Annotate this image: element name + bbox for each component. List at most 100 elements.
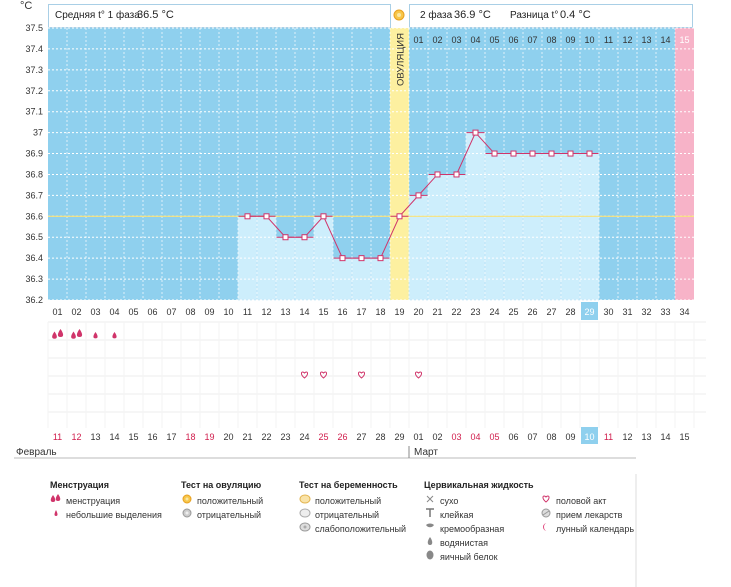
legend-group: Цервикальная жидкость сухо клейкая кремообр… <box>424 480 534 564</box>
calendar-day-label: 14 <box>660 432 670 442</box>
diff-label: Разница t° <box>510 10 559 21</box>
legend-item: кремообразная <box>424 522 534 536</box>
creamy-icon <box>424 522 436 534</box>
drop-small-icon <box>50 508 62 520</box>
cycle-day-label: 01 <box>52 307 62 317</box>
cycle-day-label: 21 <box>432 307 442 317</box>
phase2-day-label: 07 <box>527 35 537 45</box>
temperature-point <box>491 150 498 157</box>
cycle-day-label: 30 <box>603 307 613 317</box>
calendar-day-label: 18 <box>185 432 195 442</box>
cycle-day-label: 17 <box>356 307 366 317</box>
calendar-day-label: 04 <box>470 432 480 442</box>
area-bar <box>560 153 581 301</box>
phase2-day-label: 02 <box>432 35 442 45</box>
legend-item: небольшие выделения <box>50 508 162 522</box>
temperature-point <box>472 129 479 136</box>
month-march: Март <box>414 447 438 458</box>
calendar-day-label: 10 <box>584 432 594 442</box>
drop-pair-icon <box>50 494 62 506</box>
y-tick-label: 37.2 <box>25 86 43 96</box>
y-tick-label: 37.5 <box>25 23 43 33</box>
cycle-day-label: 13 <box>280 307 290 317</box>
ovulation-label: ОВУЛЯЦИЯ <box>396 33 407 86</box>
cycle-day-label: 18 <box>375 307 385 317</box>
phase2-day-label: 06 <box>508 35 518 45</box>
area-bar <box>541 153 562 301</box>
legend-item-label: яичный белок <box>440 552 498 562</box>
temperature-point <box>263 213 270 220</box>
cycle-day-label: 25 <box>508 307 518 317</box>
area-bar <box>579 153 600 301</box>
legend-item-label: водянистая <box>440 538 489 548</box>
legend-group-title: Тест на овуляцию <box>181 480 262 490</box>
temperature-point <box>396 213 403 220</box>
legend-group-title: Менструация <box>50 480 109 490</box>
cycle-day-label: 28 <box>565 307 575 317</box>
cycle-day-label: 03 <box>90 307 100 317</box>
calendar-day-label: 13 <box>90 432 100 442</box>
phase2-day-label: 14 <box>660 35 670 45</box>
calendar-day-label: 15 <box>128 432 138 442</box>
calendar-day-label: 14 <box>109 432 119 442</box>
legend-item-label: отрицательный <box>197 510 262 520</box>
phase2-day-label: 08 <box>546 35 556 45</box>
cycle-day-label: 26 <box>527 307 537 317</box>
legend-group-title <box>540 480 634 494</box>
y-tick-label: 37.4 <box>25 44 43 54</box>
legend-item: отрицательный <box>181 508 263 522</box>
legend-item: положительный <box>181 494 263 508</box>
calendar-day-label: 25 <box>318 432 328 442</box>
area-bar <box>275 236 296 301</box>
temperature-point <box>453 171 460 178</box>
heart-icon <box>301 371 308 379</box>
temperature-point <box>434 171 441 178</box>
y-tick-label: 37.1 <box>25 107 43 117</box>
calendar-day-label: 22 <box>261 432 271 442</box>
legend-group-title: Цервикальная жидкость <box>424 480 534 490</box>
light-spotting-drop-icon <box>93 332 98 339</box>
phase2-day-label: 11 <box>604 35 613 45</box>
calendar-day-label: 27 <box>356 432 366 442</box>
temperature-point <box>548 150 555 157</box>
y-tick-label: 36.3 <box>25 274 43 284</box>
phase2-day-label: 04 <box>470 35 480 45</box>
menstruation-expected-column <box>675 28 694 300</box>
phase2-day-label: 09 <box>565 35 575 45</box>
phase2-value: 36.9 °С <box>454 9 491 21</box>
phase2-stats: 2 фаза 36.9 °С Разница t° 0.4 °С <box>409 4 693 28</box>
phase2-day-label: 01 <box>413 35 423 45</box>
area-bar <box>503 153 524 301</box>
calendar-day-label: 15 <box>679 432 689 442</box>
cycle-day-label: 34 <box>679 307 689 317</box>
phase2-day-label: 12 <box>622 35 632 45</box>
cycle-day-label: 06 <box>147 307 157 317</box>
calendar-day-label: 24 <box>299 432 309 442</box>
y-tick-label: 36.7 <box>25 190 43 200</box>
area-bar <box>484 153 505 301</box>
heart-icon <box>415 371 422 379</box>
calendar-day-label: 11 <box>604 432 613 442</box>
phase2-day-label: 03 <box>451 35 461 45</box>
area-bar <box>408 195 429 301</box>
legend-item: лунный календарь <box>540 522 634 536</box>
cycle-day-label: 02 <box>71 307 81 317</box>
legend-item-label: клейкая <box>440 510 474 520</box>
temperature-point <box>567 150 574 157</box>
temperature-point <box>282 234 289 241</box>
legend-item-label: лунный календарь <box>556 524 635 534</box>
legend-item: слабоположительный <box>299 522 406 536</box>
legend-group: половой акт прием лекарств лунный календар… <box>540 480 634 536</box>
cycle-day-label: 20 <box>413 307 423 317</box>
area-bar <box>294 236 315 301</box>
cycle-day-label: 23 <box>470 307 480 317</box>
calendar-day-label: 09 <box>565 432 575 442</box>
calendar-day-label: 12 <box>71 432 81 442</box>
temperature-point <box>358 255 365 262</box>
moon-icon <box>540 522 552 534</box>
calendar-day-label: 17 <box>166 432 176 442</box>
legend-item-label: слабоположительный <box>315 524 407 534</box>
y-unit-label: °С <box>20 0 33 12</box>
calendar-day-label: 08 <box>546 432 556 442</box>
